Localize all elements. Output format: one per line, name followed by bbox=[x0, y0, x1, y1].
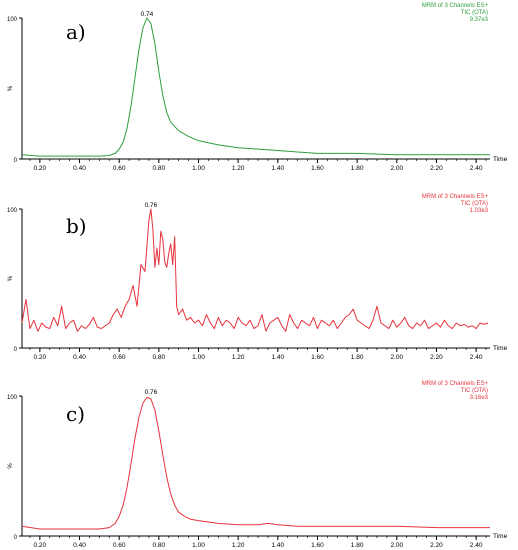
x-tick-label: 0.20 bbox=[34, 354, 47, 361]
x-axis-label: Time bbox=[493, 345, 508, 352]
x-tick-label: 2.20 bbox=[430, 354, 443, 361]
chart-header-line: MRM of 3 Channels ES+ bbox=[422, 194, 489, 200]
x-tick-label: 1.40 bbox=[271, 354, 284, 361]
chart-header-line: TIC (OTA) bbox=[461, 388, 488, 394]
x-tick-label: 2.20 bbox=[430, 165, 443, 172]
chart-header-line: 9.37e3 bbox=[470, 17, 489, 23]
x-tick-label: 1.60 bbox=[311, 354, 324, 361]
chart-header-line: MRM of 3 Channels ES+ bbox=[422, 381, 489, 387]
x-tick-label: 1.00 bbox=[192, 542, 205, 549]
y-axis-label: % bbox=[8, 463, 14, 469]
x-tick-label: 2.40 bbox=[470, 165, 483, 172]
y-tick-label: 100 bbox=[7, 208, 18, 214]
x-tick-label: 2.40 bbox=[470, 354, 483, 361]
x-tick-label: 1.80 bbox=[351, 542, 364, 549]
x-tick-label: 2.00 bbox=[390, 165, 403, 172]
y-axis-label: % bbox=[8, 85, 14, 91]
y-tick-label: 0 bbox=[14, 535, 18, 541]
y-tick-label: 100 bbox=[7, 395, 18, 401]
x-tick-label: 1.40 bbox=[271, 165, 284, 172]
y-tick-label: 100 bbox=[7, 17, 18, 23]
x-tick-label: 0.40 bbox=[73, 542, 86, 549]
x-tick-label: 1.00 bbox=[192, 165, 205, 172]
chart-header-line: 1.03e3 bbox=[470, 208, 489, 214]
x-tick-label: 2.00 bbox=[390, 354, 403, 361]
y-tick-label: 0 bbox=[14, 158, 18, 164]
x-tick-label: 2.20 bbox=[430, 542, 443, 549]
x-tick-label: 0.60 bbox=[113, 165, 126, 172]
peak-label: 0.74 bbox=[141, 11, 154, 18]
panel-label-a: a) bbox=[66, 20, 86, 44]
x-tick-label: 2.40 bbox=[470, 542, 483, 549]
y-axis-label: % bbox=[8, 275, 14, 281]
x-tick-label: 2.00 bbox=[390, 542, 403, 549]
x-tick-label: 0.20 bbox=[34, 165, 47, 172]
chart-header-line: MRM of 3 Channels ES+ bbox=[422, 3, 489, 9]
x-tick-label: 0.20 bbox=[34, 542, 47, 549]
series-line bbox=[21, 396, 490, 530]
peak-label: 0.76 bbox=[145, 202, 158, 209]
y-tick-label: 0 bbox=[14, 347, 18, 353]
x-tick-label: 1.00 bbox=[192, 354, 205, 361]
x-tick-label: 0.80 bbox=[153, 165, 166, 172]
chart-header-line: 3.16e3 bbox=[470, 395, 489, 401]
x-tick-label: 0.60 bbox=[113, 354, 126, 361]
x-tick-label: 1.80 bbox=[351, 354, 364, 361]
x-tick-label: 1.60 bbox=[311, 542, 324, 549]
chart-header-line: TIC (OTA) bbox=[461, 201, 488, 207]
series-line bbox=[21, 208, 489, 332]
x-tick-label: 1.20 bbox=[232, 354, 245, 361]
chart-header-line: TIC (OTA) bbox=[461, 10, 488, 16]
x-tick-label: 0.60 bbox=[113, 542, 126, 549]
x-tick-label: 0.40 bbox=[73, 354, 86, 361]
panel-label-c: c) bbox=[66, 402, 86, 426]
x-tick-label: 1.20 bbox=[232, 542, 245, 549]
x-tick-label: 0.40 bbox=[73, 165, 86, 172]
x-axis-label: Time bbox=[493, 156, 508, 163]
x-tick-label: 1.60 bbox=[311, 165, 324, 172]
x-tick-label: 0.80 bbox=[153, 354, 166, 361]
series-line bbox=[21, 17, 490, 157]
x-tick-label: 0.80 bbox=[153, 542, 166, 549]
x-tick-label: 1.40 bbox=[271, 542, 284, 549]
x-tick-label: 1.20 bbox=[232, 165, 245, 172]
x-axis-label: Time bbox=[493, 533, 508, 540]
peak-label: 0.76 bbox=[145, 389, 158, 396]
x-tick-label: 1.80 bbox=[351, 165, 364, 172]
panel-label-b: b) bbox=[66, 214, 87, 238]
